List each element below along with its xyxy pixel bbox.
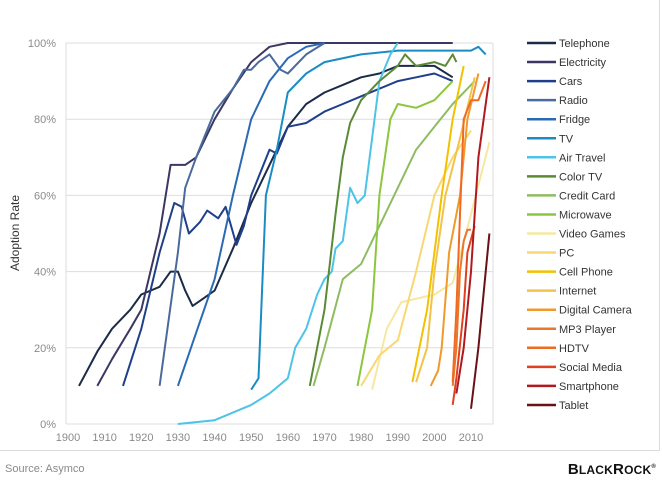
x-tick-label: 1950 (239, 432, 263, 444)
series-line-pc (360, 130, 472, 387)
legend: Telephone Electricity Cars Radio Fridge TV Air… (527, 38, 633, 412)
x-axis-ticks: 1900 1910 1920 1930 1940 1950 1960 1970 1980 1990… (56, 432, 484, 444)
legend-item-color-tv: Color TV (527, 171, 603, 183)
y-axis-label: Adoption Rate (8, 195, 22, 271)
legend-item-microwave: Microwave (527, 209, 612, 221)
y-tick-label: 80% (34, 114, 56, 126)
source-note: Source: Asymco (5, 463, 85, 475)
legend-label: Radio (559, 95, 588, 107)
series-lines (78, 42, 491, 425)
legend-item-hdtv: HDTV (527, 343, 590, 355)
x-tick-label: 1900 (56, 432, 80, 444)
legend-label: Internet (559, 286, 596, 298)
blackrock-logo: BLACKROCK® (567, 461, 656, 478)
series-line-telephone (78, 64, 454, 387)
series-line-cars (122, 72, 454, 387)
legend-label: TV (559, 133, 574, 145)
legend-item-fridge: Fridge (527, 114, 590, 126)
legend-item-tv: TV (527, 133, 574, 145)
legend-item-social-media: Social Media (527, 362, 623, 374)
gridlines (65, 42, 494, 425)
legend-label: Credit Card (559, 190, 615, 202)
legend-label: MP3 Player (559, 324, 616, 336)
legend-label: Microwave (559, 209, 612, 221)
series-line-smartphone (455, 77, 491, 394)
legend-item-telephone: Telephone (527, 38, 610, 50)
legend-item-internet: Internet (527, 286, 596, 298)
series-line-tv (250, 45, 487, 391)
series-line-radio (158, 42, 326, 387)
x-tick-label: 1910 (92, 432, 116, 444)
x-tick-label: 1940 (202, 432, 226, 444)
series-line-fridge (176, 42, 325, 387)
legend-item-electricity: Electricity (527, 57, 607, 69)
legend-label: Telephone (559, 38, 610, 50)
x-tick-label: 2000 (422, 432, 446, 444)
legend-item-cars: Cars (527, 76, 583, 88)
legend-item-credit-card: Credit Card (527, 190, 615, 202)
legend-item-mp3-player: MP3 Player (527, 324, 616, 336)
y-tick-label: 60% (34, 190, 56, 202)
x-tick-label: 2010 (459, 432, 483, 444)
series-line-tablet (470, 233, 491, 409)
y-tick-label: 20% (34, 343, 56, 355)
y-tick-label: 0% (40, 419, 56, 431)
y-tick-label: 40% (34, 267, 56, 279)
legend-item-smartphone: Smartphone (527, 381, 619, 393)
y-tick-label: 100% (28, 38, 56, 50)
legend-item-pc: PC (527, 248, 574, 260)
series-line-microwave (356, 80, 454, 387)
series-line-video-games (371, 141, 491, 390)
series-line-air-travel (177, 42, 399, 425)
legend-label: Fridge (559, 114, 590, 126)
legend-label: Social Media (559, 362, 623, 374)
legend-label: Tablet (559, 400, 588, 412)
x-tick-label: 1980 (349, 432, 373, 444)
x-tick-label: 1920 (129, 432, 153, 444)
legend-label: Video Games (559, 229, 626, 241)
x-tick-label: 1990 (386, 432, 410, 444)
x-tick-label: 1930 (166, 432, 190, 444)
x-tick-label: 1960 (276, 432, 300, 444)
legend-item-tablet: Tablet (527, 400, 588, 412)
legend-label: Cell Phone (559, 267, 613, 279)
legend-item-video-games: Video Games (527, 229, 626, 241)
legend-label: HDTV (559, 343, 590, 355)
series-line-cell-phone (411, 65, 465, 383)
legend-label: Color TV (559, 171, 603, 183)
series-line-social-media (451, 225, 476, 406)
legend-label: Electricity (559, 57, 607, 69)
chart-frame (0, 0, 660, 451)
legend-item-air-travel: Air Travel (527, 152, 605, 164)
legend-item-radio: Radio (527, 95, 588, 107)
x-tick-label: 1970 (312, 432, 336, 444)
series-line-mp3-player (451, 228, 471, 386)
legend-label: PC (559, 248, 574, 260)
series-line-digital-camera (429, 73, 480, 387)
legend-item-cell-phone: Cell Phone (527, 267, 613, 279)
y-axis-ticks: 0% 20% 40% 60% 80% 100% (28, 38, 56, 431)
legend-label: Air Travel (559, 152, 605, 164)
series-line-credit-card (312, 80, 476, 387)
series-line-hdtv (451, 80, 487, 383)
legend-label: Digital Camera (559, 305, 633, 317)
legend-label: Smartphone (559, 381, 619, 393)
legend-label: Cars (559, 76, 583, 88)
series-line-color-tv (308, 53, 458, 387)
legend-item-digital-camera: Digital Camera (527, 305, 633, 317)
